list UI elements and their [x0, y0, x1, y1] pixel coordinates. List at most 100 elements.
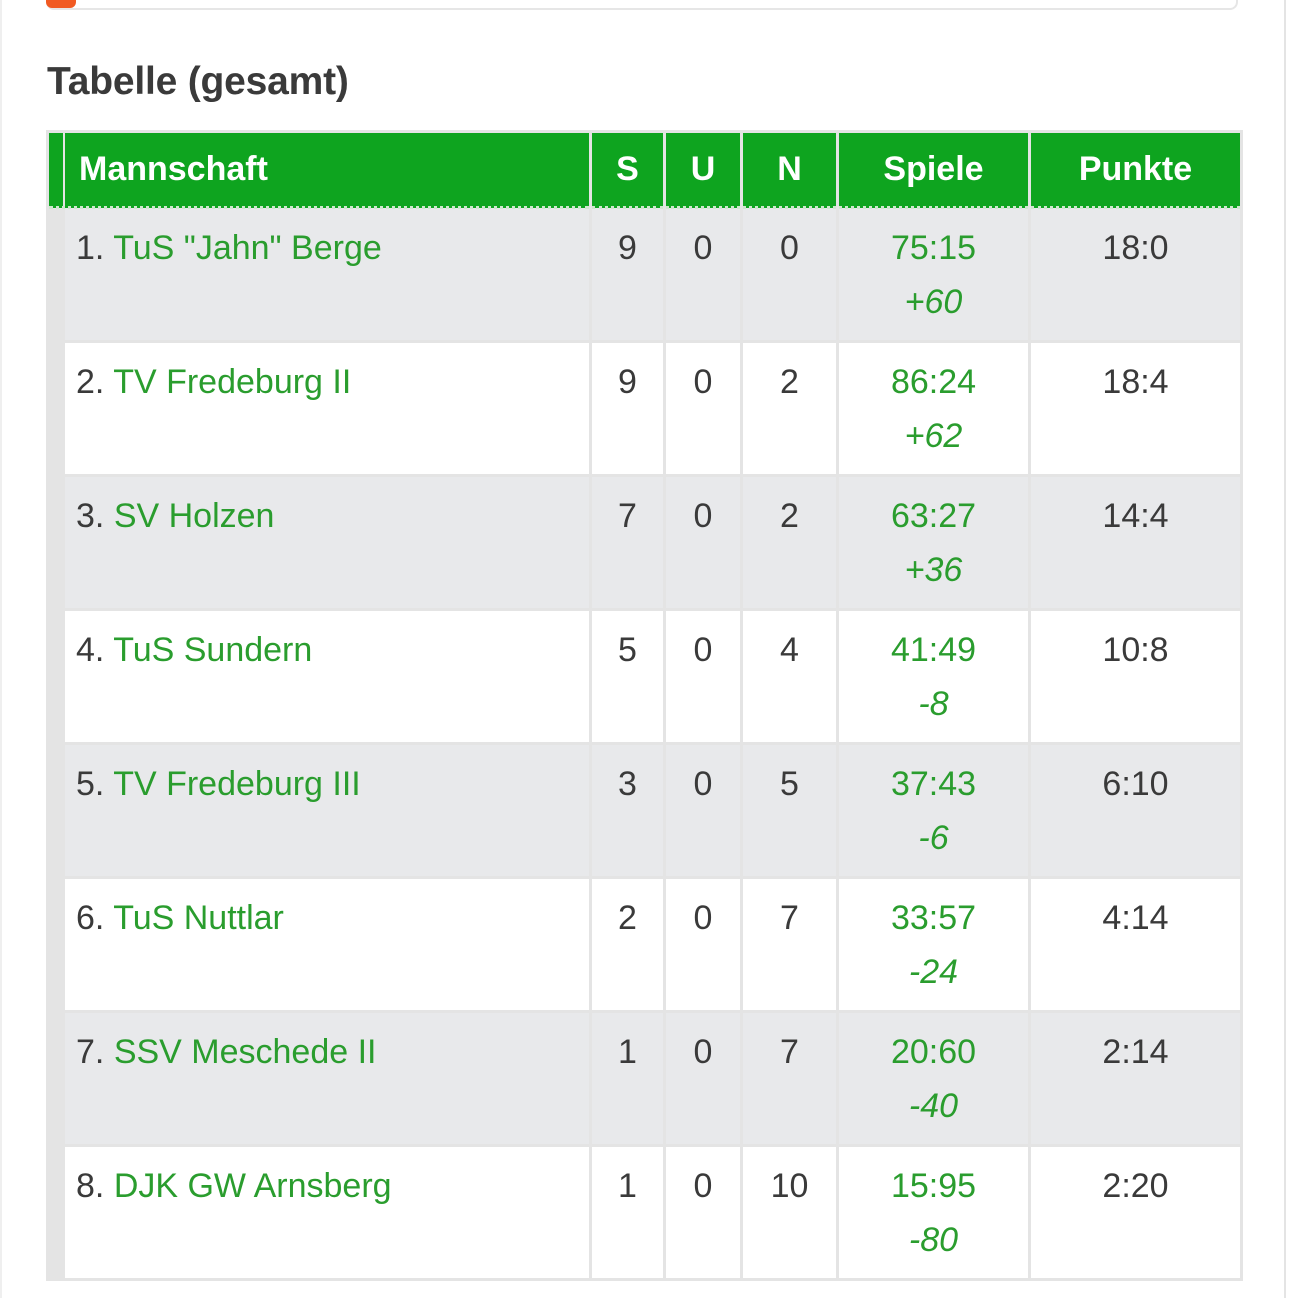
goal-difference: -8: [918, 685, 949, 723]
table-row: 3. SV Holzen 7 0 2 63:27 +36 14:4: [46, 475, 1243, 611]
team-link[interactable]: SV Holzen: [113, 497, 275, 535]
goal-difference: +36: [904, 551, 963, 589]
table-header-row: Mannschaft S U N Spiele Punkte: [46, 130, 1243, 209]
points-cell: 14:4: [1029, 475, 1243, 611]
games-cell: 15:95 -80: [837, 1145, 1031, 1281]
losses-cell: 2: [741, 341, 839, 477]
games-score-link[interactable]: 33:57: [890, 899, 977, 937]
wins-cell: 7: [590, 475, 666, 611]
wins-cell: 2: [590, 877, 666, 1013]
games-score-link[interactable]: 86:24: [890, 363, 977, 401]
team-rank: 3.: [76, 497, 105, 535]
table-row: 2. TV Fredeburg II 9 0 2 86:24 +62 18:4: [46, 341, 1243, 477]
points-cell: 18:0: [1029, 207, 1243, 343]
games-cell: 37:43 -6: [837, 743, 1031, 879]
page-frame-right: [1284, 0, 1286, 1298]
wins-cell: 1: [590, 1145, 666, 1281]
wins-cell: 9: [590, 341, 666, 477]
column-header-points: Punkte: [1029, 130, 1243, 209]
team-cell: 5. TV Fredeburg III: [46, 743, 592, 879]
goal-difference: +62: [904, 417, 963, 455]
team-cell: 3. SV Holzen: [46, 475, 592, 611]
losses-cell: 5: [741, 743, 839, 879]
standings-body: 1. TuS "Jahn" Berge 9 0 0 75:15 +60 18:0…: [46, 207, 1243, 1281]
losses-cell: 0: [741, 207, 839, 343]
table-row: 1. TuS "Jahn" Berge 9 0 0 75:15 +60 18:0: [46, 207, 1243, 343]
column-header-losses: N: [741, 130, 839, 209]
column-header-games: Spiele: [837, 130, 1031, 209]
draws-cell: 0: [664, 475, 743, 611]
games-score-link[interactable]: 41:49: [890, 631, 977, 669]
goal-difference: -24: [908, 953, 959, 991]
team-cell: 4. TuS Sundern: [46, 609, 592, 745]
wins-cell: 1: [590, 1011, 666, 1147]
team-link[interactable]: SSV Meschede II: [113, 1033, 377, 1071]
team-link[interactable]: TuS "Jahn" Berge: [113, 229, 382, 267]
team-rank: 4.: [76, 631, 105, 669]
goal-difference: -80: [908, 1221, 959, 1259]
table-row: 5. TV Fredeburg III 3 0 5 37:43 -6 6:10: [46, 743, 1243, 879]
team-link[interactable]: TuS Sundern: [113, 631, 313, 669]
draws-cell: 0: [664, 341, 743, 477]
previous-section-box: [46, 0, 1238, 10]
team-link[interactable]: DJK GW Arnsberg: [113, 1167, 392, 1205]
losses-cell: 4: [741, 609, 839, 745]
team-rank: 6.: [76, 899, 105, 937]
column-header-wins: S: [590, 130, 666, 209]
team-rank: 5.: [76, 765, 105, 803]
column-header-draws: U: [664, 130, 743, 209]
draws-cell: 0: [664, 877, 743, 1013]
games-score-link[interactable]: 63:27: [890, 497, 977, 535]
team-cell: 1. TuS "Jahn" Berge: [46, 207, 592, 343]
table-row: 4. TuS Sundern 5 0 4 41:49 -8 10:8: [46, 609, 1243, 745]
team-rank: 8.: [76, 1167, 105, 1205]
draws-cell: 0: [664, 743, 743, 879]
previous-section-accent: [46, 0, 76, 8]
wins-cell: 9: [590, 207, 666, 343]
team-cell: 2. TV Fredeburg II: [46, 341, 592, 477]
team-rank: 2.: [76, 363, 105, 401]
team-cell: 7. SSV Meschede II: [46, 1011, 592, 1147]
points-cell: 10:8: [1029, 609, 1243, 745]
table-row: 6. TuS Nuttlar 2 0 7 33:57 -24 4:14: [46, 877, 1243, 1013]
games-score-link[interactable]: 37:43: [890, 765, 977, 803]
goal-difference: +60: [904, 283, 963, 321]
games-cell: 20:60 -40: [837, 1011, 1031, 1147]
team-link[interactable]: TV Fredeburg II: [113, 363, 352, 401]
team-link[interactable]: TuS Nuttlar: [113, 899, 284, 937]
draws-cell: 0: [664, 207, 743, 343]
points-cell: 4:14: [1029, 877, 1243, 1013]
points-cell: 6:10: [1029, 743, 1243, 879]
draws-cell: 0: [664, 1145, 743, 1281]
wins-cell: 5: [590, 609, 666, 745]
draws-cell: 0: [664, 609, 743, 745]
games-score-link[interactable]: 15:95: [890, 1167, 977, 1205]
games-cell: 33:57 -24: [837, 877, 1031, 1013]
goal-difference: -40: [908, 1087, 959, 1125]
team-link[interactable]: TV Fredeburg III: [113, 765, 361, 803]
losses-cell: 2: [741, 475, 839, 611]
points-cell: 2:20: [1029, 1145, 1243, 1281]
points-cell: 18:4: [1029, 341, 1243, 477]
games-cell: 63:27 +36: [837, 475, 1031, 611]
losses-cell: 7: [741, 1011, 839, 1147]
page-frame-left: [0, 0, 2, 1298]
losses-cell: 7: [741, 877, 839, 1013]
column-header-team: Mannschaft: [46, 130, 592, 209]
points-cell: 2:14: [1029, 1011, 1243, 1147]
table-row: 8. DJK GW Arnsberg 1 0 10 15:95 -80 2:20: [46, 1145, 1243, 1281]
games-score-link[interactable]: 75:15: [890, 229, 977, 267]
section-title: Tabelle (gesamt): [47, 60, 349, 103]
losses-cell: 10: [741, 1145, 839, 1281]
wins-cell: 3: [590, 743, 666, 879]
standings-table: Mannschaft S U N Spiele Punkte 1. TuS "J…: [46, 130, 1243, 1281]
draws-cell: 0: [664, 1011, 743, 1147]
team-rank: 7.: [76, 1033, 105, 1071]
team-cell: 6. TuS Nuttlar: [46, 877, 592, 1013]
games-score-link[interactable]: 20:60: [890, 1033, 977, 1071]
games-cell: 41:49 -8: [837, 609, 1031, 745]
team-rank: 1.: [76, 229, 105, 267]
goal-difference: -6: [918, 819, 949, 857]
team-cell: 8. DJK GW Arnsberg: [46, 1145, 592, 1281]
games-cell: 75:15 +60: [837, 207, 1031, 343]
